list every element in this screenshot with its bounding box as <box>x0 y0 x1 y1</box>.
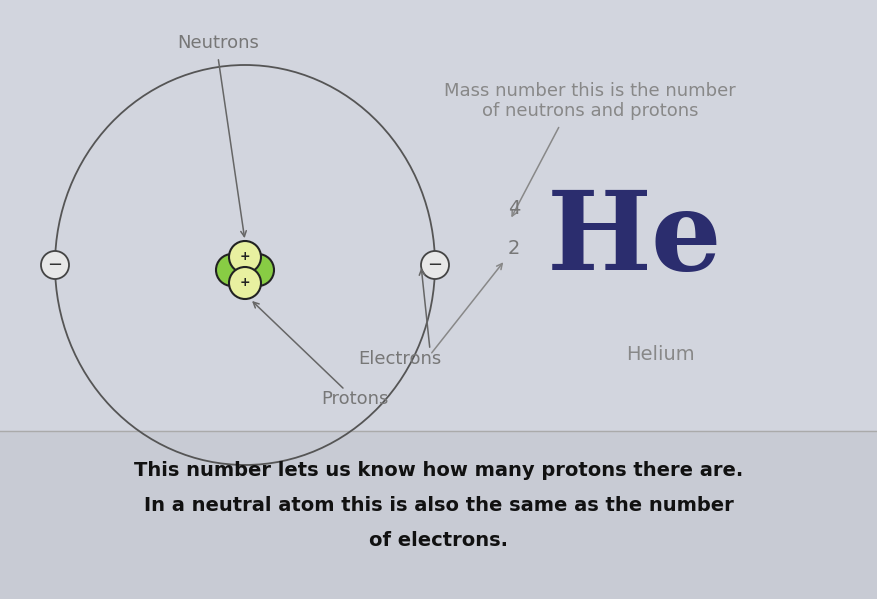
Text: +: + <box>239 250 250 264</box>
Text: He: He <box>546 186 722 294</box>
Text: of neutrons and protons: of neutrons and protons <box>481 102 697 120</box>
Text: +: + <box>239 277 250 289</box>
Text: Mass number this is the number: Mass number this is the number <box>444 82 735 100</box>
Circle shape <box>242 254 274 286</box>
Circle shape <box>229 241 260 273</box>
Text: In a neutral atom this is also the same as the number: In a neutral atom this is also the same … <box>144 497 733 515</box>
Text: 4: 4 <box>507 199 519 218</box>
Circle shape <box>229 267 260 299</box>
Text: of electrons.: of electrons. <box>369 531 508 550</box>
Circle shape <box>216 254 247 286</box>
Text: Electrons: Electrons <box>358 350 441 368</box>
Bar <box>0 431 877 599</box>
Text: Neutrons: Neutrons <box>177 34 259 52</box>
Text: −: − <box>47 256 62 274</box>
Text: −: − <box>427 256 442 274</box>
Text: This number lets us know how many protons there are.: This number lets us know how many proton… <box>134 461 743 480</box>
Circle shape <box>420 251 448 279</box>
Text: 2: 2 <box>507 239 519 258</box>
Circle shape <box>41 251 69 279</box>
Text: Protons: Protons <box>321 390 389 408</box>
Text: Helium: Helium <box>625 345 694 364</box>
